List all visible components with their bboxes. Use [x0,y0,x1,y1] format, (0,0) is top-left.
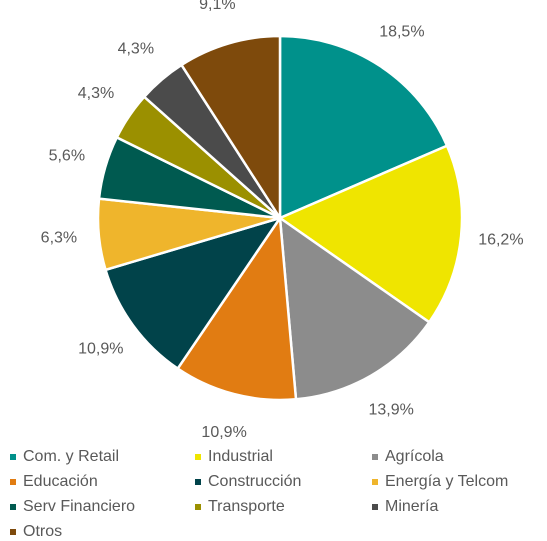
legend-label: Transporte [208,498,285,515]
legend-swatch [372,504,378,510]
legend-swatch [195,479,201,485]
legend-swatch [195,504,201,510]
pie-slice [278,34,449,220]
pie-slice [103,215,284,371]
legend-label: Industrial [208,448,273,465]
legend-label: Energía y Telcom [385,473,508,490]
data-label: 4,3% [78,85,114,102]
legend-label: Minería [385,498,438,515]
pie-slice [277,144,464,324]
legend-swatch [372,479,378,485]
legend-label: Serv Financiero [23,498,135,515]
legend-label: Construcción [208,473,301,490]
legend-label: Otros [23,523,62,540]
data-label: 16,2% [478,231,523,248]
pie-slice [179,34,282,223]
pie-slice [175,214,298,402]
data-label: 4,3% [118,40,154,57]
legend-label: Agrícola [385,448,444,465]
legend-swatch [10,454,16,460]
data-label: 10,9% [78,340,123,357]
data-label: 13,9% [369,401,414,418]
data-label: 18,5% [379,24,424,41]
pie-slice [278,215,431,401]
legend-swatch [10,479,16,485]
legend-label: Educación [23,473,98,490]
legend-swatch [372,454,378,460]
data-label: 5,6% [49,147,85,164]
legend-swatch [195,454,201,460]
data-label: 10,9% [201,424,246,441]
legend-swatch [10,504,16,510]
data-label: 6,3% [41,229,77,246]
legend-swatch [10,529,16,535]
data-label: 9,1% [199,0,235,13]
legend-label: Com. y Retail [23,448,119,465]
